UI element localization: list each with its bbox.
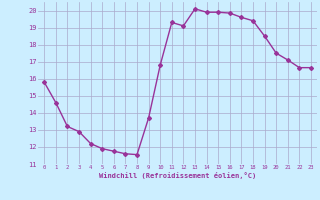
X-axis label: Windchill (Refroidissement éolien,°C): Windchill (Refroidissement éolien,°C) [99,172,256,179]
